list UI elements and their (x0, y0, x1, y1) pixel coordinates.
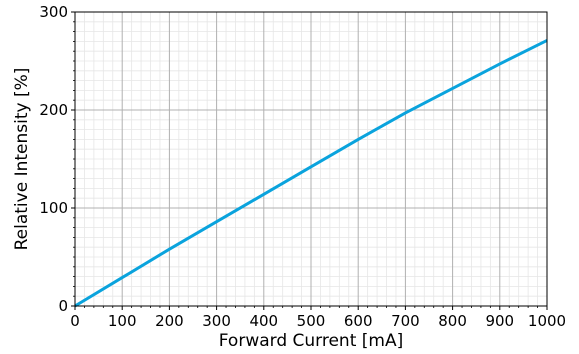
minor-grid (75, 12, 547, 306)
x-tick-label: 900 (485, 312, 514, 330)
x-tick-label: 400 (249, 312, 278, 330)
x-tick-label: 0 (70, 312, 80, 330)
axis-ticks (71, 11, 548, 310)
y-tick-label: 0 (58, 297, 68, 315)
x-tick-label: 300 (202, 312, 231, 330)
x-tick-labels: 0 100 200 300 400 500 600 700 800 900 1000 (70, 312, 566, 330)
x-tick-label: 500 (297, 312, 326, 330)
x-tick-label: 600 (344, 312, 373, 330)
y-tick-label: 100 (39, 199, 68, 217)
x-axis-label: Forward Current [mA] (219, 331, 403, 351)
y-tick-label: 200 (39, 101, 68, 119)
y-tick-labels: 0 100 200 300 (39, 3, 68, 315)
x-tick-label: 100 (108, 312, 137, 330)
series-layer (74, 39, 548, 308)
y-axis-label: Relative Intensity [%] (12, 68, 32, 251)
x-tick-label: 800 (438, 312, 467, 330)
x-tick-label: 200 (155, 312, 184, 330)
x-tick-label: 1000 (528, 312, 566, 330)
series-line (74, 39, 548, 308)
y-tick-label: 300 (39, 3, 68, 21)
x-tick-label: 700 (391, 312, 420, 330)
